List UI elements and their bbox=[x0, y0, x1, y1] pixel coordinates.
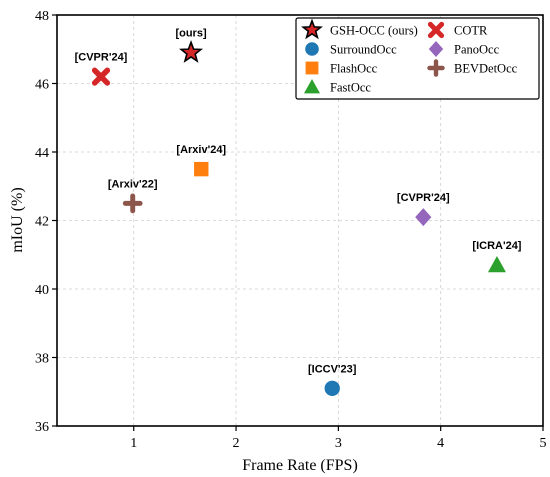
legend-marker-surroundocc bbox=[305, 42, 319, 56]
legend-marker-cotr bbox=[427, 21, 445, 39]
legend-label-surroundocc: SurroundOcc bbox=[330, 43, 397, 57]
legend-marker-panoocc bbox=[428, 41, 444, 57]
legend: GSH-OCC (ours) SurroundOcc FlashOcc FastOcc… bbox=[295, 17, 540, 100]
y-tick-label: 42 bbox=[35, 215, 49, 230]
y-tick-label: 48 bbox=[35, 9, 49, 24]
legend-frame bbox=[295, 17, 540, 100]
x-tick-label: 3 bbox=[335, 436, 342, 451]
legend-label-flashocc: FlashOcc bbox=[330, 62, 378, 76]
x-tick-label: 4 bbox=[437, 436, 444, 451]
data-points: [ours] [ICCV'23] [Arxiv'24] [ICRA'24] [CVPR'… bbox=[75, 28, 522, 396]
annotation-surroundocc: [ICCV'23] bbox=[308, 363, 357, 375]
legend-label-cotr: COTR bbox=[454, 24, 488, 38]
annotation-cotr: [CVPR'24] bbox=[75, 52, 128, 64]
point-flashocc bbox=[194, 161, 209, 177]
y-axis: 36 38 40 42 44 46 48 bbox=[35, 9, 57, 435]
legend-marker-bevdetocc bbox=[427, 59, 445, 77]
annotation-flashocc: [Arxiv'24] bbox=[176, 144, 226, 156]
point-gsh-occ-ours bbox=[179, 40, 204, 63]
y-tick-label: 38 bbox=[35, 352, 49, 367]
y-tick-label: 46 bbox=[35, 78, 49, 93]
legend-label-gsh-occ-ours: GSH-OCC (ours) bbox=[330, 24, 418, 38]
y-tick-label: 40 bbox=[35, 283, 49, 298]
point-surroundocc bbox=[324, 380, 340, 396]
point-bevdetocc bbox=[122, 193, 143, 214]
x-tick-label: 2 bbox=[233, 436, 240, 451]
point-cotr bbox=[91, 67, 111, 86]
x-axis-label: Frame Rate (FPS) bbox=[242, 457, 358, 474]
annotation-fastocc: [ICRA'24] bbox=[472, 240, 521, 252]
x-tick-label: 1 bbox=[130, 436, 137, 451]
y-tick-label: 44 bbox=[35, 146, 49, 161]
annotation-panoocc: [CVPR'24] bbox=[397, 192, 450, 204]
y-axis-label: mIoU (%) bbox=[9, 187, 26, 252]
legend-marker-gsh-occ-ours bbox=[301, 18, 323, 40]
legend-marker-flashocc bbox=[305, 61, 319, 75]
legend-marker-fastocc bbox=[304, 79, 320, 94]
legend-label-panoocc: PanoOcc bbox=[454, 43, 500, 57]
point-fastocc bbox=[487, 256, 506, 273]
x-tick-label: 5 bbox=[540, 436, 547, 451]
annotation-bevdetocc: [Arxiv'22] bbox=[108, 178, 158, 190]
annotation-gsh-occ-ours: [ours] bbox=[175, 28, 207, 40]
point-panoocc bbox=[415, 208, 432, 227]
y-tick-label: 36 bbox=[35, 420, 49, 435]
x-axis: 1 2 3 4 5 bbox=[130, 426, 547, 451]
legend-label-bevdetocc: BEVDetOcc bbox=[454, 62, 518, 76]
legend-label-fastocc: FastOcc bbox=[330, 81, 371, 95]
